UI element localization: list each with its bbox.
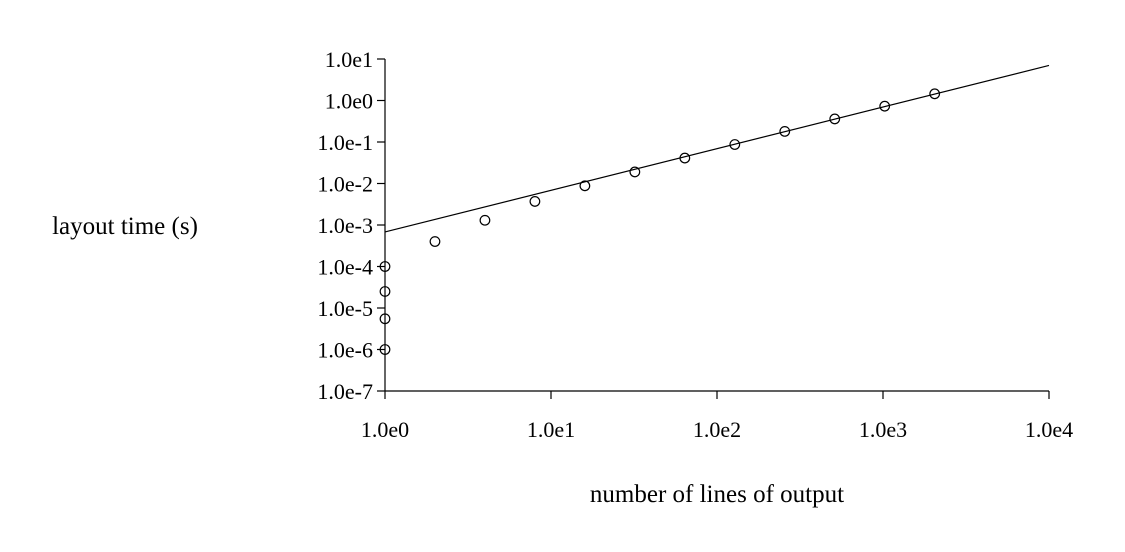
x-axis: 1.0e0 1.0e1 1.0e2 1.0e3 1.0e4 [361, 390, 1073, 442]
data-point [529, 196, 541, 207]
x-tick-label: 1.0e0 [361, 417, 409, 442]
y-axis: 1.0e1 1.0e0 1.0e-1 1.0e-2 1.0e-3 1.0e-4 1.0e-5… [317, 47, 386, 404]
x-tick-label: 1.0e2 [693, 417, 741, 442]
y-tick-label: 1.0e-5 [317, 296, 373, 321]
data-point [829, 113, 841, 125]
data-point [879, 100, 891, 112]
y-tick-label: 1.0e-4 [317, 255, 373, 280]
x-tick-label: 1.0e3 [859, 417, 907, 442]
y-tick-label: 1.0e-7 [317, 379, 373, 404]
y-tick-label: 1.0e-1 [317, 130, 373, 155]
y-tick-label: 1.0e-2 [317, 172, 373, 197]
y-tick-label: 1.0e0 [325, 89, 373, 114]
fit-line [384, 64, 1050, 233]
y-tick-label: 1.0e-6 [317, 338, 373, 363]
y-tick-label: 1.0e-3 [317, 213, 373, 238]
data-point [779, 126, 791, 137]
data-point [929, 88, 941, 100]
x-axis-title: number of lines of output [590, 481, 844, 508]
data-point [679, 152, 691, 164]
plot-area [379, 64, 1050, 355]
data-point [729, 139, 741, 150]
data-point [429, 236, 441, 247]
x-tick-label: 1.0e1 [527, 417, 575, 442]
data-point [479, 214, 491, 226]
y-axis-title: layout time (s) [52, 213, 198, 240]
data-point [579, 180, 591, 192]
y-tick-label: 1.0e1 [325, 47, 373, 72]
x-tick-label: 1.0e4 [1025, 417, 1073, 442]
data-point [629, 166, 641, 178]
